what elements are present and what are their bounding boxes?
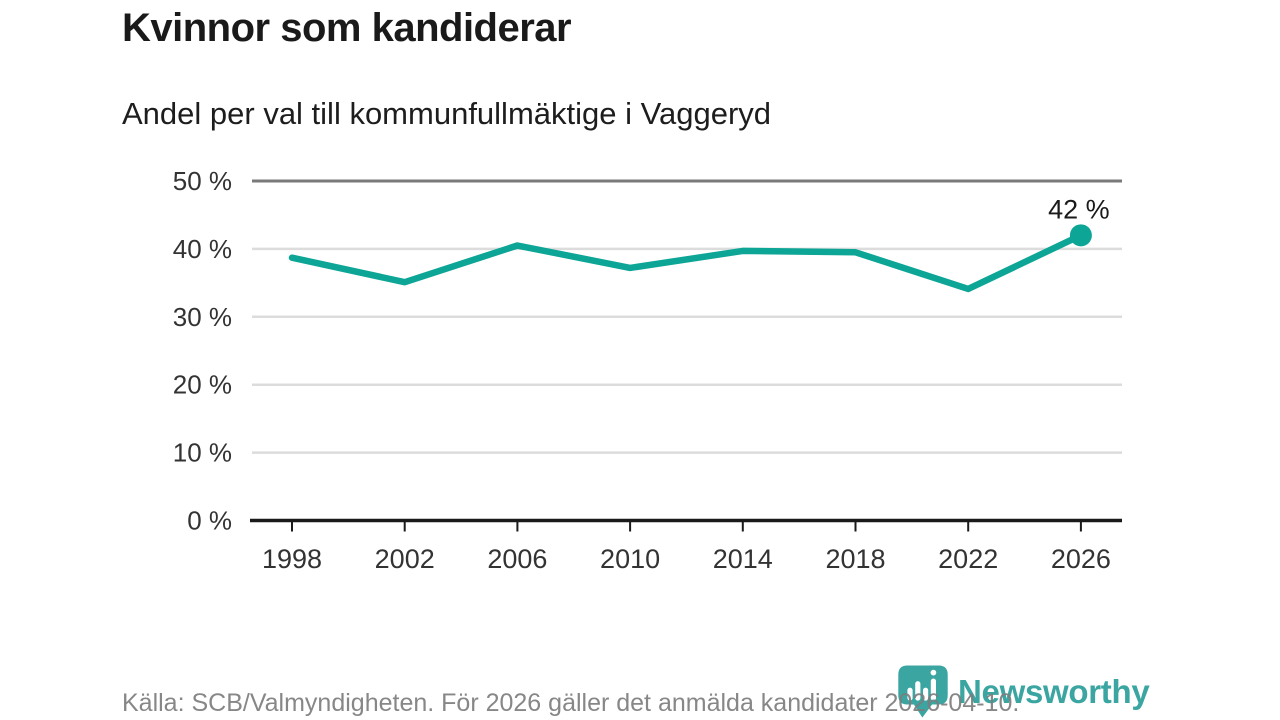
chart-subtitle: Andel per val till kommunfullmäktige i V… [122,96,772,131]
x-tick-label: 2026 [1051,544,1111,574]
end-point-dot [1069,224,1092,247]
y-tick-label: 10 % [173,438,232,468]
x-tick-label: 2022 [938,544,998,574]
x-tick-label: 2010 [600,544,660,574]
y-tick-label: 30 % [173,302,232,332]
y-tick-label: 40 % [173,234,232,264]
y-tick-label: 50 % [173,166,232,196]
y-tick-label: 20 % [173,370,232,400]
x-tick-label: 2018 [825,544,885,574]
newsworthy-pin-icon [898,665,948,718]
data-line [288,232,1085,293]
x-tick-label: 1998 [262,544,322,574]
chart-title: Kvinnor som kandiderar [122,6,572,50]
x-tick-label: 2014 [713,544,773,574]
end-point-label: 42 % [1048,194,1110,224]
newsworthy-wordmark: Newsworthy [958,672,1150,710]
y-tick-label: 0 % [187,506,232,536]
source-note: Källa: SCB/Valmyndigheten. För 2026 gäll… [122,689,1020,717]
x-tick-label: 2006 [487,544,547,574]
x-tick-label: 2002 [375,544,435,574]
newsworthy-logo: Newsworthy [897,664,1150,719]
